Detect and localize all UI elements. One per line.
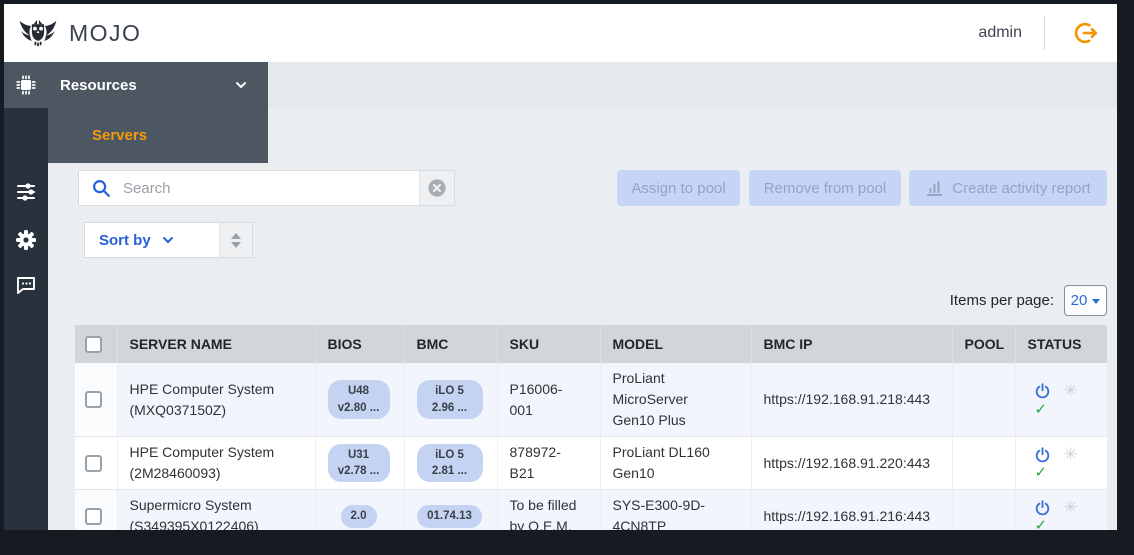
sliders-icon: [17, 183, 35, 201]
items-per-page-value: 20: [1070, 292, 1088, 309]
row-checkbox[interactable]: [85, 454, 102, 472]
assign-to-pool-button[interactable]: Assign to pool: [617, 170, 740, 206]
server-name-cell: HPE Computer System (MXQ037150Z): [117, 363, 316, 437]
sort-control: Sort by: [84, 222, 253, 258]
activity-asterisk-icon: ✳: [1063, 444, 1078, 464]
status-cell: ✳ ✓: [1028, 498, 1094, 535]
app-bar: MOJO admin: [4, 4, 1117, 62]
sort-direction-toggle[interactable]: [219, 223, 252, 257]
health-check-icon: ✓: [1034, 464, 1048, 481]
table-row: HPE Computer System (MXQ037150Z) U48 v2.…: [75, 363, 1107, 437]
activity-asterisk-icon: ✳: [1063, 497, 1078, 517]
col-bmc: BMC: [404, 325, 498, 363]
remove-from-pool-label: Remove from pool: [763, 179, 887, 197]
caret-down-icon: [1092, 299, 1101, 304]
window-frame-bottom: [0, 530, 1134, 555]
window-frame-top: [0, 0, 1134, 4]
sort-asc-icon: [231, 232, 241, 239]
power-icon: [1035, 446, 1049, 462]
sidebar-item-feedback[interactable]: [4, 271, 48, 299]
owl-logo-icon: [19, 19, 57, 47]
search-icon: [93, 180, 110, 197]
sort-by-dropdown[interactable]: Sort by: [85, 223, 219, 257]
clear-search-button[interactable]: [419, 171, 454, 205]
col-status: STATUS: [1015, 325, 1107, 363]
servers-table: SERVER NAME BIOS BMC SKU MODEL BMC IP PO…: [75, 325, 1107, 543]
bios-version-badge: U48 v2.80 ...: [327, 380, 390, 419]
sidebar-item-settings[interactable]: [4, 226, 48, 254]
close-circle-icon: [428, 179, 446, 197]
pool-cell: [952, 436, 1016, 490]
status-cell: ✳ ✓: [1028, 381, 1094, 418]
bmc-version-badge: iLO 5 2.81 ...: [416, 443, 483, 483]
bmc-version-badge: 01.74.13: [417, 505, 482, 528]
header-divider: [1044, 16, 1045, 50]
row-checkbox[interactable]: [85, 391, 102, 408]
sidebar-item-servers[interactable]: Servers: [92, 127, 148, 144]
power-icon: [1035, 383, 1049, 399]
app-title: MOJO: [69, 19, 142, 46]
col-pool: POOL: [952, 325, 1016, 363]
chevron-down-icon: [162, 237, 173, 243]
sort-desc-icon: [231, 241, 241, 248]
logout-button[interactable]: [1071, 18, 1101, 48]
bar-chart-icon: [927, 180, 943, 196]
pool-cell: [952, 363, 1016, 437]
sku-cell: 878972-B21: [497, 436, 601, 490]
nav-submenu: Servers: [48, 108, 268, 163]
logout-icon: [1074, 22, 1098, 44]
items-per-page-select[interactable]: 20: [1064, 285, 1107, 316]
remove-from-pool-button[interactable]: Remove from pool: [749, 170, 901, 206]
health-check-icon: ✓: [1034, 517, 1048, 534]
chat-icon: [17, 277, 35, 294]
chip-icon: [16, 75, 36, 95]
col-bmc-ip: BMC IP: [751, 325, 953, 363]
table-header-row: SERVER NAME BIOS BMC SKU MODEL BMC IP PO…: [75, 325, 1107, 363]
sort-by-label: Sort by: [99, 231, 151, 249]
search-box: [78, 170, 455, 206]
create-activity-report-button[interactable]: Create activity report: [909, 170, 1107, 206]
gear-icon: [16, 230, 36, 250]
model-cell: ProLiant MicroServer Gen10 Plus: [600, 363, 752, 437]
items-per-page-label: Items per page:: [949, 292, 1054, 309]
col-model: MODEL: [600, 325, 752, 363]
bmc-ip-cell: https://192.168.91.218:443: [751, 363, 953, 437]
row-checkbox[interactable]: [85, 507, 102, 525]
sidebar: [4, 62, 48, 530]
activity-asterisk-icon: ✳: [1063, 381, 1078, 400]
bmc-ip-cell: https://192.168.91.220:443: [751, 436, 953, 490]
assign-to-pool-label: Assign to pool: [631, 179, 726, 197]
col-bios: BIOS: [315, 325, 405, 363]
select-all-checkbox[interactable]: [85, 335, 102, 353]
power-icon: [1035, 499, 1049, 515]
chevron-down-icon: [236, 82, 246, 88]
pagination: Items per page: 20: [950, 285, 1107, 316]
window-frame-right: [1117, 0, 1134, 555]
window-frame-left: [0, 0, 4, 555]
bmc-version-badge: iLO 5 2.96 ...: [416, 380, 483, 419]
table-row: HPE Computer System (2M28460093) U31 v2.…: [75, 436, 1107, 490]
col-server-name: SERVER NAME: [117, 325, 316, 363]
col-sku: SKU: [497, 325, 601, 363]
status-cell: ✳ ✓: [1028, 445, 1094, 482]
sidebar-item-configuration[interactable]: [4, 178, 48, 206]
sku-cell: P16006-001: [497, 363, 601, 437]
nav-section-label: Resources: [60, 76, 137, 94]
nav-section-resources[interactable]: Resources: [4, 62, 268, 108]
server-name-cell: HPE Computer System (2M28460093): [117, 436, 316, 490]
search-input[interactable]: [121, 178, 419, 198]
health-check-icon: ✓: [1034, 400, 1048, 418]
bios-version-badge: 2.0: [340, 505, 377, 528]
username-label: admin: [978, 24, 1022, 41]
create-activity-report-label: Create activity report: [952, 179, 1091, 197]
model-cell: ProLiant DL160 Gen10: [600, 436, 752, 490]
bios-version-badge: U31 v2.78 ...: [327, 443, 390, 483]
